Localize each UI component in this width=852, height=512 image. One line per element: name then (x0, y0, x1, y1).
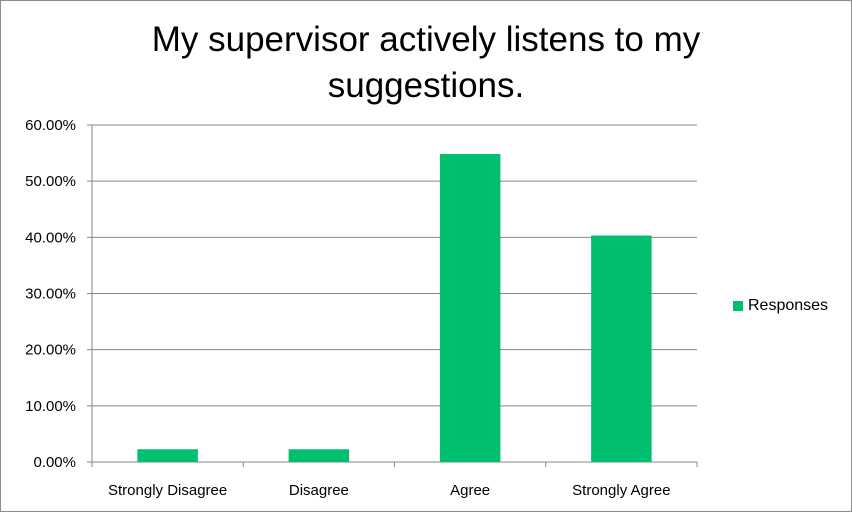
y-tick-label: 40.00% (25, 229, 76, 246)
y-tick-label: 60.00% (25, 117, 76, 134)
bar (137, 449, 198, 462)
x-tick-label: Agree (450, 482, 490, 499)
chart-title: My supervisor actively listens to my sug… (151, 20, 701, 105)
legend: Responses (733, 297, 828, 315)
x-tick-label: Strongly Disagree (108, 482, 227, 499)
y-tick-label: 20.00% (25, 342, 76, 359)
x-tick-label: Strongly Agree (572, 482, 670, 499)
legend-label: Responses (748, 297, 829, 314)
bar (591, 235, 652, 462)
y-tick-label: 50.00% (25, 173, 76, 190)
y-tick-label: 10.00% (25, 398, 76, 415)
y-tick-label: 30.00% (25, 286, 76, 303)
x-tick-label: Disagree (289, 482, 349, 499)
y-tick-label: 0.00% (33, 454, 76, 471)
legend-swatch (733, 301, 743, 311)
bar (288, 449, 350, 462)
bar (439, 153, 501, 462)
